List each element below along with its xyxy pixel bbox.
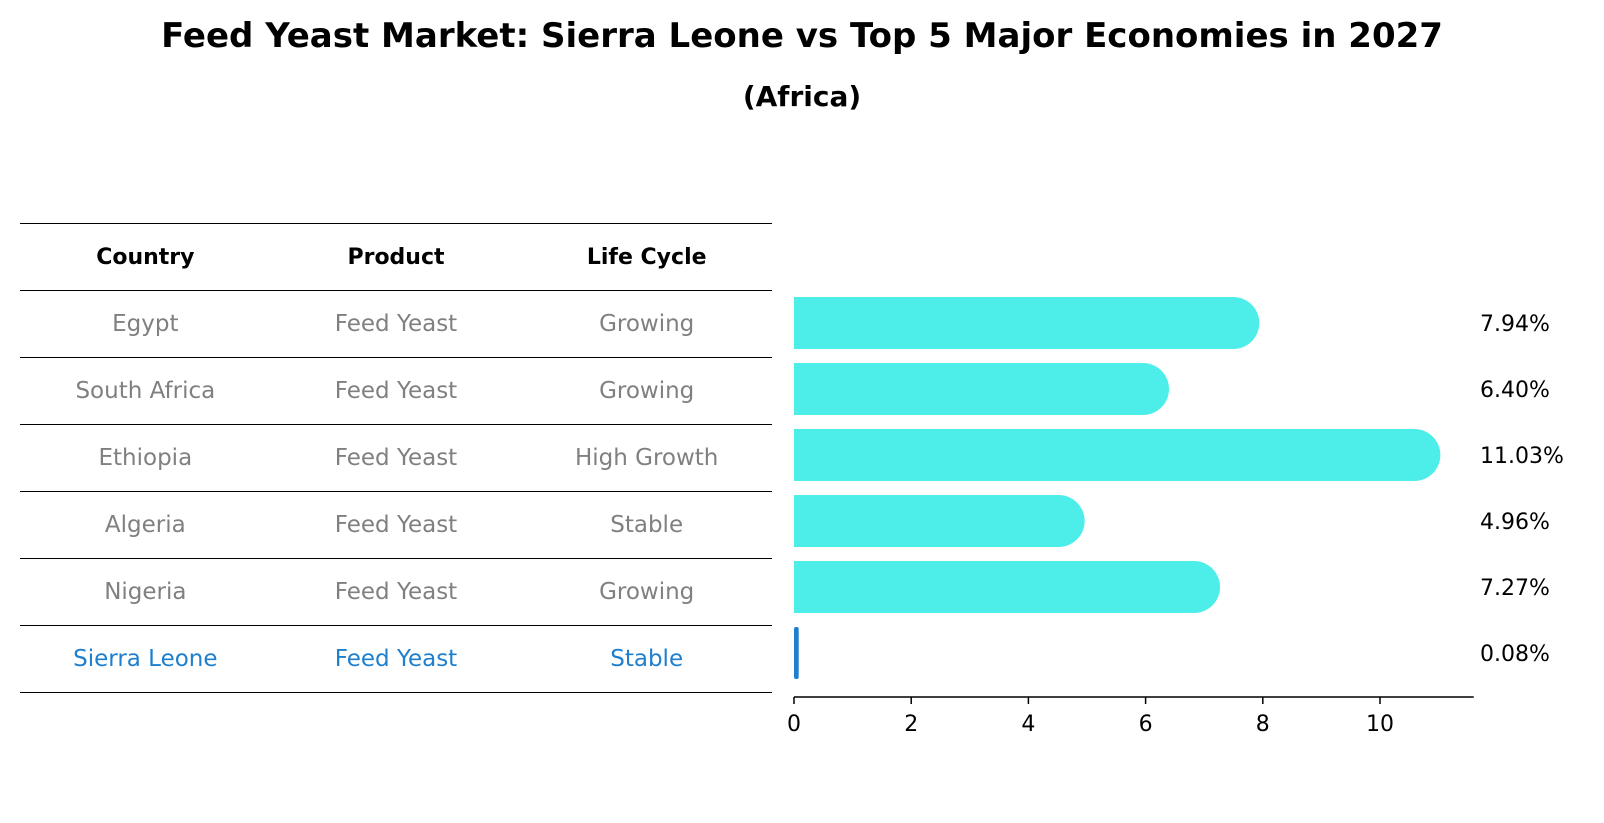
x-tick-label: 6	[1139, 712, 1153, 737]
header-country: Country	[96, 244, 195, 270]
bar-nigeria	[794, 561, 1221, 613]
x-tick-label: 10	[1366, 712, 1394, 737]
bar-algeria	[794, 495, 1085, 547]
bar-ethiopia	[794, 429, 1441, 481]
cell-life-cycle: Stable	[610, 646, 684, 672]
cell-life-cycle: Growing	[599, 579, 695, 605]
table-row: Egypt Feed Yeast Growing	[20, 290, 772, 357]
cell-country: South Africa	[75, 378, 216, 404]
value-label: 11.03%	[1480, 444, 1564, 469]
cell-country: Nigeria	[104, 579, 187, 605]
cell-product: Feed Yeast	[334, 646, 458, 672]
value-label: 4.96%	[1480, 510, 1550, 535]
cell-product: Feed Yeast	[334, 445, 458, 471]
cell-product: Feed Yeast	[334, 512, 458, 538]
cell-life-cycle: Growing	[599, 311, 695, 337]
value-label: 7.94%	[1480, 312, 1550, 337]
cell-product: Feed Yeast	[334, 579, 458, 605]
cell-product: Feed Yeast	[334, 378, 458, 404]
x-tick-label: 2	[904, 712, 918, 737]
bar-south-africa	[794, 363, 1170, 415]
table-row: Nigeria Feed Yeast Growing	[20, 558, 772, 625]
header-life-cycle: Life Cycle	[586, 244, 707, 270]
x-tick-label: 0	[787, 712, 801, 737]
cell-life-cycle: High Growth	[574, 445, 719, 471]
value-label: 7.27%	[1480, 576, 1550, 601]
table-row-highlight: Sierra Leone Feed Yeast Stable	[20, 625, 772, 693]
chart-title: Feed Yeast Market: Sierra Leone vs Top 5…	[161, 16, 1443, 56]
cell-life-cycle: Growing	[599, 378, 695, 404]
value-label: 6.40%	[1480, 378, 1550, 403]
cell-country: Sierra Leone	[73, 646, 218, 672]
chart-subtitle: (Africa)	[742, 80, 862, 113]
x-tick-label: 4	[1021, 712, 1035, 737]
table-row: South Africa Feed Yeast Growing	[20, 357, 772, 424]
cell-product: Feed Yeast	[334, 311, 458, 337]
value-label: 0.08%	[1480, 642, 1550, 667]
header-product: Product	[347, 244, 445, 270]
x-tick-label: 8	[1256, 712, 1270, 737]
table-header-row: Country Product Life Cycle	[20, 223, 772, 290]
table-row: Algeria Feed Yeast Stable	[20, 491, 772, 558]
cell-country: Ethiopia	[98, 445, 193, 471]
data-table: Country Product Life Cycle Egypt Feed Ye…	[20, 223, 772, 693]
bar-egypt	[794, 297, 1260, 349]
cell-country: Egypt	[112, 311, 179, 337]
cell-country: Algeria	[104, 512, 186, 538]
bar-sierra-leone	[794, 627, 799, 679]
table-row: Ethiopia Feed Yeast High Growth	[20, 424, 772, 491]
cell-life-cycle: Stable	[610, 512, 684, 538]
